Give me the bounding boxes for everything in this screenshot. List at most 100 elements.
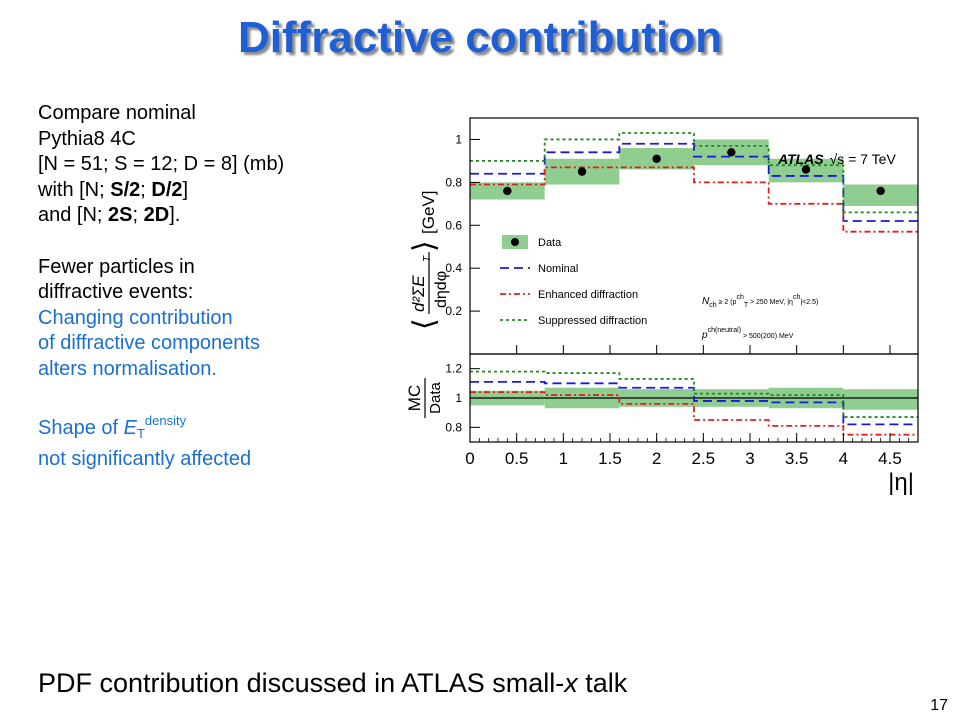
page-number: 17 bbox=[930, 697, 948, 714]
text-fragment: Shape of bbox=[38, 417, 124, 440]
text-line: alters normalisation. bbox=[38, 357, 217, 380]
y-label-denominator: dηdφ bbox=[433, 271, 450, 308]
x-tick-label: 1 bbox=[559, 449, 568, 468]
ratio-y-tick-label: 0.8 bbox=[445, 420, 462, 434]
ratio-label-numerator: MC bbox=[405, 385, 424, 411]
text-line: with [N; S/2; D/2] bbox=[38, 178, 368, 204]
text-line: of diffractive components bbox=[38, 332, 260, 355]
selection-cut-charged: Nch ≥ 2 (pchT > 250 MeV, |ηch|<2.5) bbox=[702, 294, 818, 309]
legend-entry-label: Data bbox=[538, 237, 562, 249]
text-fragment: and [N; bbox=[38, 204, 109, 227]
legend-swatch-marker bbox=[511, 238, 519, 246]
annotation-fragment: ch bbox=[709, 302, 717, 309]
text-fragment: ] bbox=[182, 178, 189, 201]
ratio-series-line-nominal bbox=[470, 380, 918, 426]
data-points bbox=[503, 148, 885, 196]
top-y-axis-ticks: 0.2 0.4 0.6 0.8 1 bbox=[445, 132, 480, 318]
legend-entry-label: Nominal bbox=[538, 263, 578, 275]
y-tick-label: 0.2 bbox=[445, 304, 462, 318]
legend-entry-label: Suppressed diffraction bbox=[538, 315, 647, 327]
annotation-fragment: ch bbox=[793, 294, 801, 301]
text-line: Fewer particles in bbox=[38, 255, 195, 278]
data-point bbox=[503, 186, 512, 196]
x-tick-label: 0 bbox=[465, 449, 474, 468]
text-line: Pythia8 4C bbox=[38, 127, 136, 150]
text-fragment: ]. bbox=[169, 204, 181, 227]
italic-fragment: x bbox=[564, 668, 578, 698]
data-point bbox=[876, 186, 885, 196]
x-tick-label: 3 bbox=[745, 449, 754, 468]
text-line: Compare nominal bbox=[38, 102, 196, 124]
annotation-fragment: p bbox=[701, 330, 708, 341]
energy-text: √s = 7 TeV bbox=[830, 151, 897, 167]
bold-fragment: D/2 bbox=[151, 178, 183, 201]
ratio-series-line-enhanced-diffraction bbox=[470, 391, 918, 436]
atlas-text: ATLAS bbox=[777, 151, 824, 167]
text-fragment: PDF contribution discussed in ATLAS smal… bbox=[38, 668, 565, 698]
slide-title: Diffractive contribution bbox=[237, 13, 723, 62]
x-tick-label: 2.5 bbox=[692, 449, 716, 468]
text-line: Changing contribution bbox=[38, 306, 233, 329]
description-text-block: Compare nominal Pythia8 4C [N = 51; S = … bbox=[38, 101, 368, 472]
annotation-fragment: N bbox=[702, 296, 710, 307]
text-fragment: talk bbox=[577, 668, 628, 698]
bold-fragment: S/2 bbox=[110, 178, 141, 201]
data-point bbox=[577, 167, 587, 176]
ratio-y-tick-label: 1 bbox=[455, 391, 462, 405]
atlas-label: ATLAS √s = 7 TeV bbox=[777, 151, 896, 167]
ratio-y-axis-ticks: 0.8 1 1.2 bbox=[445, 362, 480, 434]
data-point bbox=[727, 148, 736, 157]
bottom-note: PDF contribution discussed in ATLAS smal… bbox=[38, 668, 627, 699]
y-tick-label: 0.6 bbox=[445, 218, 462, 232]
ratio-label-denominator: Data bbox=[427, 382, 444, 414]
x-tick-label: 4 bbox=[839, 449, 848, 468]
subscript: T bbox=[136, 426, 145, 442]
text-fragment: ; bbox=[132, 204, 144, 227]
annotation-fragment: T bbox=[744, 302, 749, 309]
y-tick-label: 1 bbox=[455, 132, 462, 146]
y-tick-label: 0.4 bbox=[445, 261, 462, 275]
annotation-fragment: ch bbox=[736, 294, 744, 301]
y-tick-label: 0.8 bbox=[445, 175, 462, 189]
y-label-unit: [GeV] bbox=[419, 191, 438, 234]
x-tick-label: 3.5 bbox=[785, 449, 809, 468]
ratio-y-tick-label: 1.2 bbox=[445, 362, 462, 376]
annotation-fragment: > 250 MeV, |η bbox=[748, 299, 793, 306]
text-line: diffractive events: bbox=[38, 281, 194, 304]
data-point bbox=[801, 165, 811, 174]
series-line-suppressed-diffraction bbox=[470, 132, 918, 214]
ratio-band-bin bbox=[843, 389, 918, 410]
x-tick-label: 0.5 bbox=[505, 449, 529, 468]
x-tick-label: 2 bbox=[652, 449, 661, 468]
legend-entry-label: Enhanced diffraction bbox=[538, 289, 638, 301]
selection-cut-neutral: pch(neutral) > 500(200) MeV bbox=[701, 327, 794, 341]
annotation-fragment: |<2.5) bbox=[800, 299, 818, 306]
x-tick-label: 1.5 bbox=[598, 449, 622, 468]
bold-fragment: 2S bbox=[108, 204, 133, 227]
text-line: Shape of ETdensity bbox=[38, 408, 368, 447]
x-axis-ticks: 0 0.5 1 1.5 2 2.5 3 3.5 4 4.5 bbox=[465, 345, 919, 468]
x-tick-label: 4.5 bbox=[878, 449, 902, 468]
y-label-numerator: d²ΣE bbox=[409, 275, 428, 312]
text-line: and [N; 2S; 2D]. bbox=[38, 203, 368, 229]
italic-fragment: E bbox=[123, 417, 137, 440]
annotation-fragment: ch(neutral) bbox=[708, 327, 741, 334]
y-label-bracket-open: ⟨ bbox=[408, 318, 441, 330]
et-density-chart: 0 0.5 1 1.5 2 2.5 3 3.5 4 4.5|η| 0.2 0.4 0.6 0.8 1 0.8 1… bbox=[405, 117, 919, 496]
text-line: [N = 51; S = 12; D = 8] (mb) bbox=[38, 153, 285, 176]
annotation-fragment: > 500(200) MeV bbox=[741, 333, 794, 340]
text-line: not significantly affected bbox=[38, 447, 252, 470]
y-label-bracket-close: ⟩ bbox=[408, 240, 441, 252]
annotation-fragment: ≥ 2 (p bbox=[717, 299, 737, 306]
x-axis-label: |η| bbox=[888, 469, 914, 496]
data-band-bin bbox=[843, 184, 918, 206]
text-fragment: with [N; bbox=[38, 178, 111, 201]
ratio-y-axis-label: MC Data bbox=[405, 378, 444, 418]
legend: Data Nominal Enhanced diffraction Suppresse… bbox=[500, 235, 647, 327]
bold-fragment: 2D bbox=[143, 204, 170, 227]
y-label-subscript: T bbox=[422, 255, 433, 262]
superscript: density bbox=[144, 413, 187, 429]
data-point bbox=[652, 154, 661, 163]
text-fragment: ; bbox=[140, 178, 152, 201]
